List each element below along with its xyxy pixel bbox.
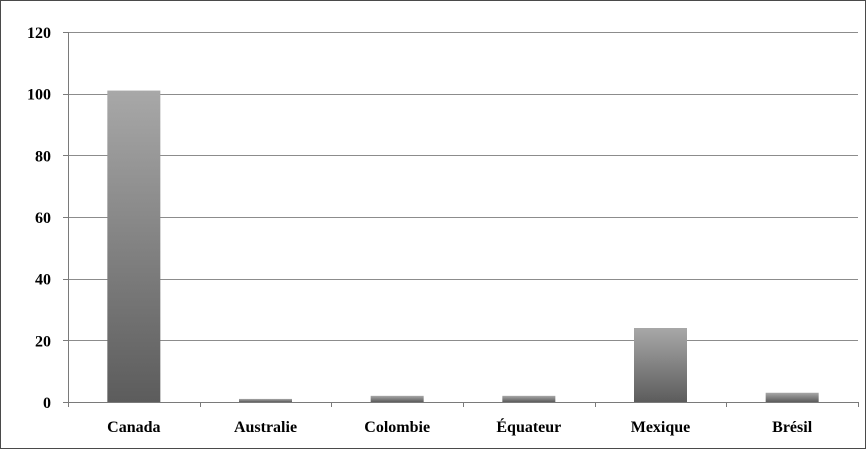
bar-australie (239, 398, 292, 402)
x-tick-label-canada: Canada (107, 419, 160, 436)
bar-mexique (634, 328, 687, 402)
y-tick-label-100: 100 (27, 87, 51, 104)
y-tick-label-40: 40 (35, 272, 51, 289)
bar-canada (107, 90, 161, 402)
bar-colombie (370, 395, 424, 402)
x-tick-label-colombie: Colombie (364, 419, 430, 436)
axes (63, 32, 859, 407)
x-tick-label-mexique: Mexique (631, 419, 691, 436)
y-tick-label-120: 120 (27, 25, 51, 42)
bars (107, 90, 819, 402)
y-tick-label-80: 80 (35, 148, 51, 165)
x-tick-label-australie: Australie (234, 419, 297, 436)
x-tick-label-equateur: Équateur (496, 417, 561, 436)
gridlines (68, 32, 858, 341)
y-tick-label-0: 0 (43, 395, 51, 412)
bar-bresil (765, 392, 819, 402)
x-axis-tick-labels: Canada Australie Colombie Équateur Mexique Br… (107, 417, 813, 436)
bar-equateur (502, 395, 556, 402)
y-tick-label-60: 60 (35, 210, 51, 227)
y-axis-tick-labels: 0 20 40 60 80 100 120 (27, 25, 51, 412)
x-tick-label-bresil: Brésil (772, 419, 813, 436)
y-tick-label-20: 20 (35, 333, 51, 350)
